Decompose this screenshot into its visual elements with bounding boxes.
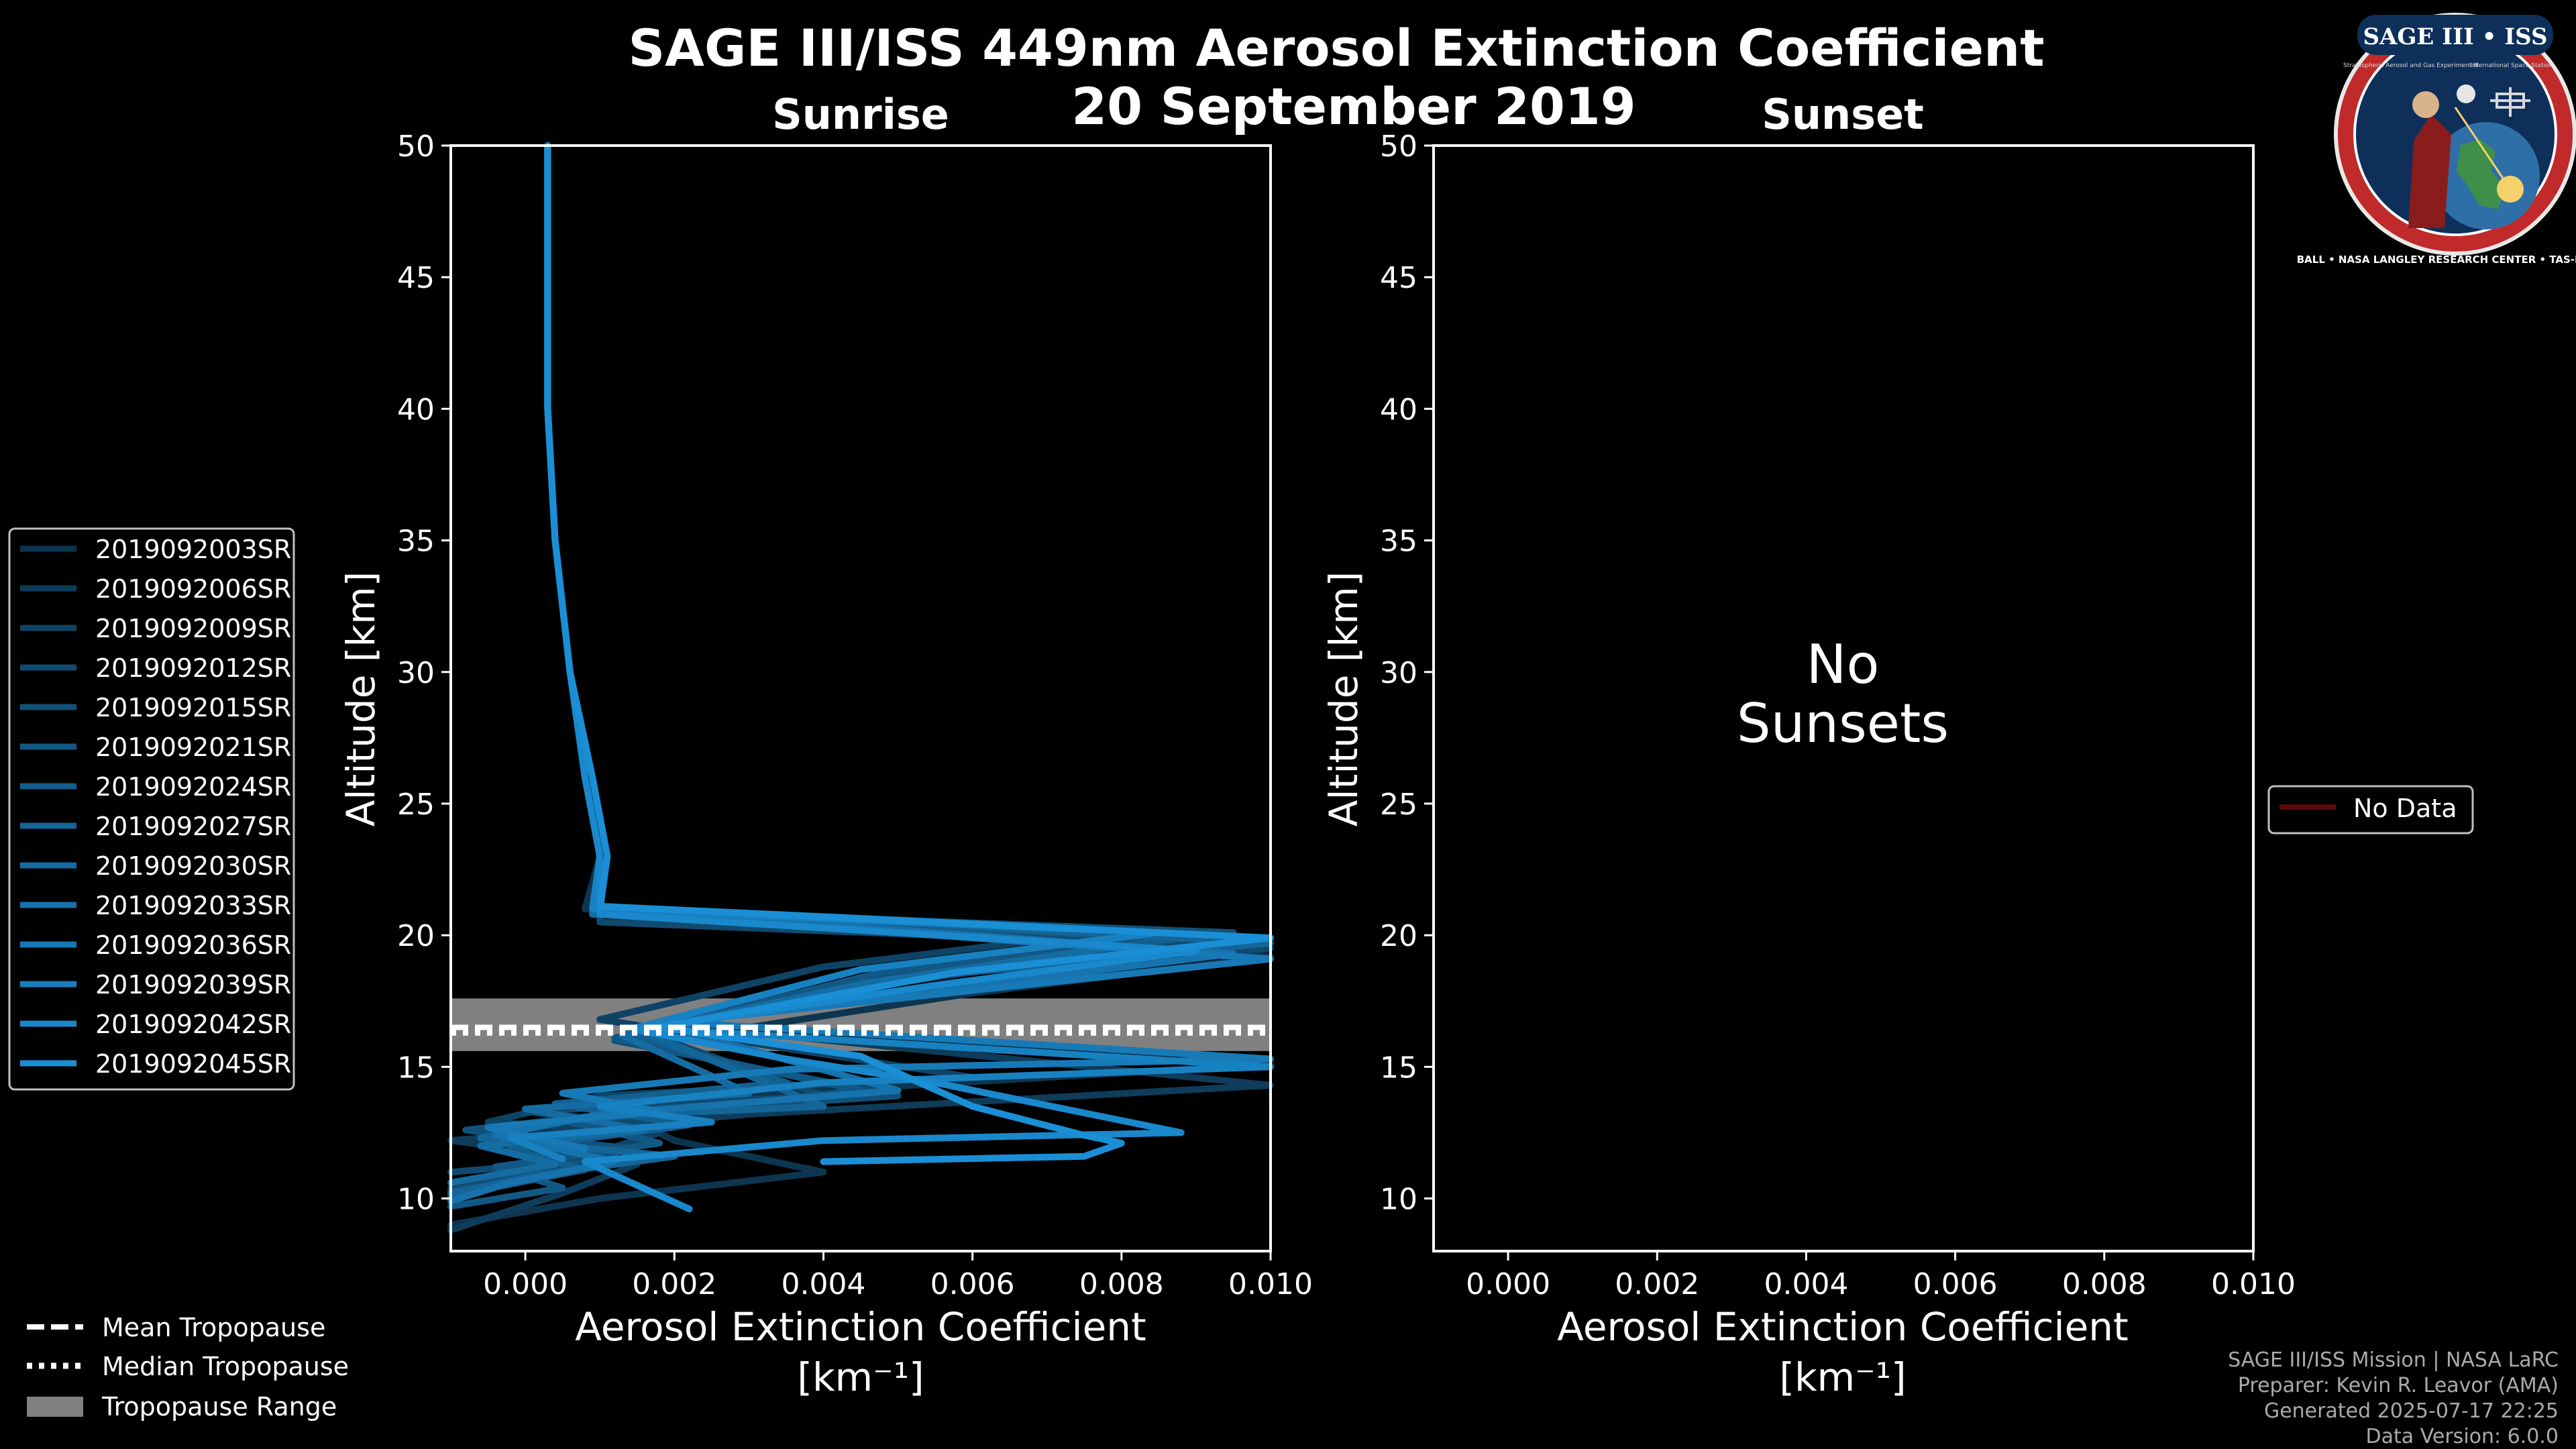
credit-generated: Generated 2025-07-17 22:25	[2264, 1399, 2559, 1423]
credit-mission: SAGE III/ISS Mission | NASA LaRC	[2228, 1348, 2559, 1372]
no-data-label: No Data	[2353, 794, 2457, 823]
sunrise-plot-area	[447, 142, 1274, 1234]
y-tick-label: 10	[1380, 1183, 1417, 1217]
y-tick-label: 15	[397, 1051, 435, 1085]
sun-ray-line	[2454, 107, 2512, 190]
legend-label: 2019092033SR	[95, 891, 291, 920]
sunset-legend-frame	[2267, 785, 2474, 835]
x-tick-label: 0.008	[2062, 1267, 2147, 1301]
y-tick-label: 35	[397, 525, 435, 559]
x-tick-label: 0.002	[632, 1267, 716, 1301]
y-tick-label: 50	[1380, 129, 1417, 164]
y-tick-label: 50	[397, 129, 435, 164]
sunrise-y-axis-label: Altitude [km]	[338, 572, 384, 826]
legend-label: 2019092009SR	[95, 614, 291, 643]
sunset-x-axis-label: Aerosol Extinction Coefficient	[1557, 1304, 2129, 1350]
sunrise-plot-frame	[449, 144, 1272, 1252]
legend-label: 2019092027SR	[95, 812, 291, 841]
y-tick-label: 30	[397, 656, 435, 690]
x-tick-label: 0.008	[1079, 1267, 1164, 1301]
logo-caption: Stratospheric Aerosol and Gas Experiment…	[2343, 62, 2479, 69]
credit-preparer: Preparer: Kevin R. Leavor (AMA)	[2238, 1374, 2559, 1397]
sunset-x-axis-unit: [km⁻¹]	[1779, 1354, 1906, 1400]
logo-station: International Space Station	[2471, 62, 2553, 69]
y-tick-label: 25	[1380, 788, 1417, 822]
x-tick-label: 0.000	[1466, 1267, 1550, 1301]
profile-line-2019092036SR	[484, 142, 1274, 1152]
tropopause-range-label: Tropopause Range	[101, 1392, 337, 1421]
y-tick-label: 20	[1380, 919, 1417, 953]
sunset-plot-frame	[1432, 144, 2255, 1252]
sunrise-x-axis-label: Aerosol Extinction Coefficient	[575, 1304, 1146, 1350]
x-tick-label: 0.006	[1913, 1267, 1998, 1301]
legend-label: 2019092045SR	[95, 1049, 291, 1079]
tropopause-range-swatch	[27, 1397, 83, 1417]
sunset-y-axis-label: Altitude [km]	[1321, 572, 1366, 826]
profile-line-2019092045SR	[544, 142, 1274, 1165]
credits: SAGE III/ISS Mission | NASA LaRC Prepare…	[2228, 1348, 2559, 1448]
sunset-panel: Sunset 0.000 0.002 0.004 0.006 0.008 0.010 10 1…	[1321, 90, 2296, 1400]
mean-tropopause-label: Mean Tropopause	[102, 1313, 325, 1342]
y-tick-label: 40	[397, 392, 435, 427]
credit-data-version: Data Version: 6.0.0	[2366, 1425, 2559, 1448]
sunset-subtitle: Sunset	[1762, 90, 1924, 139]
legend-label: 2019092024SR	[95, 772, 291, 802]
y-tick-label: 30	[1380, 656, 1417, 690]
logo-title-band	[2357, 15, 2553, 55]
no-sunsets-line1: No	[1807, 633, 1880, 696]
astronomer-head-icon	[2412, 91, 2439, 118]
logo-ring-text: BALL • NASA LANGLEY RESEARCH CENTER • TA…	[2297, 254, 2576, 266]
x-tick-label: 0.002	[1615, 1267, 1699, 1301]
x-tick-label: 0.000	[483, 1267, 568, 1301]
sunrise-panel: Sunrise 0.000 0.002 0.004 0.006 0.008 0.010 10…	[338, 90, 1313, 1400]
legend-label: 2019092015SR	[95, 693, 291, 722]
legend-label: 2019092039SR	[95, 970, 291, 1000]
x-tick-label: 0.010	[1228, 1267, 1313, 1301]
tropopause-legend: Mean Tropopause Median Tropopause Tropop…	[27, 1313, 349, 1421]
y-tick-label: 45	[397, 261, 435, 295]
legend-label: 2019092003SR	[95, 535, 291, 564]
x-tick-label: 0.010	[2211, 1267, 2296, 1301]
logo-title: SAGE III • ISS	[2363, 23, 2547, 50]
y-tick-label: 10	[397, 1183, 435, 1217]
legend-label: 2019092012SR	[95, 653, 291, 683]
sunset-axes: 0.000 0.002 0.004 0.006 0.008 0.010 10 15 20 25 30…	[1380, 129, 2296, 1301]
legend-label: 2019092042SR	[95, 1010, 291, 1039]
y-tick-label: 25	[397, 788, 435, 822]
astronomer-figure-icon	[2408, 114, 2451, 228]
sunrise-x-axis-unit: [km⁻¹]	[797, 1354, 924, 1400]
y-tick-label: 15	[1380, 1051, 1417, 1085]
sunrise-axes: 0.000 0.002 0.004 0.006 0.008 0.010 10 15 20 25 30…	[397, 129, 1313, 1301]
moon-icon	[2457, 85, 2475, 103]
x-tick-label: 0.006	[930, 1267, 1015, 1301]
y-tick-label: 45	[1380, 261, 1417, 295]
y-tick-label: 35	[1380, 525, 1417, 559]
x-tick-label: 0.004	[1764, 1267, 1848, 1301]
no-sunsets-line2: Sunsets	[1737, 692, 1949, 755]
median-tropopause-label: Median Tropopause	[102, 1352, 349, 1381]
series-legend-frame	[8, 527, 295, 1091]
legend-label: 2019092006SR	[95, 574, 291, 604]
legend-label: 2019092030SR	[95, 851, 291, 881]
y-tick-label: 20	[397, 919, 435, 953]
x-tick-label: 0.004	[781, 1267, 865, 1301]
chart-date: 20 September 2019	[1071, 76, 1635, 136]
space-station-icon	[2490, 87, 2530, 117]
series-legend: 2019092003SR 2019092006SR 2019092009SR 2019…	[8, 527, 295, 1091]
y-tick-label: 40	[1380, 392, 1417, 427]
chart-title: SAGE III/ISS 449nm Aerosol Extinction Co…	[628, 18, 2044, 78]
sunrise-subtitle: Sunrise	[772, 90, 949, 139]
continent-icon	[2457, 140, 2505, 209]
sage-iii-iss-logo: SAGE III • ISS Stratospheric Aerosol and…	[2297, 13, 2576, 266]
legend-label: 2019092021SR	[95, 733, 291, 762]
sunset-legend: No Data	[2267, 785, 2474, 835]
legend-label: 2019092036SR	[95, 930, 291, 960]
